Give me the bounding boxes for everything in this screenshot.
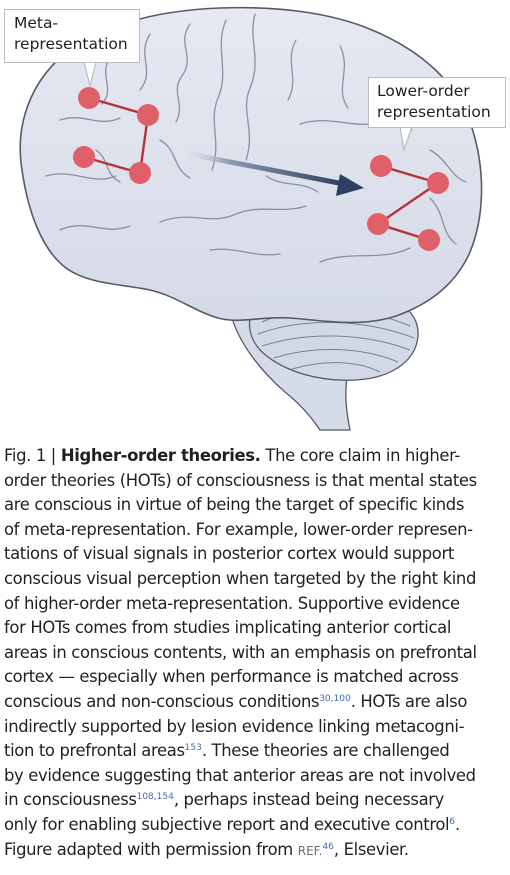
caption-line: are conscious in virtue of being the tar… — [4, 495, 465, 515]
caption-line: of meta-representation. For example, low… — [4, 519, 473, 539]
lower-order-representation-label: Lower-order representation — [368, 77, 506, 128]
caption-line: conscious visual perception when targete… — [4, 568, 477, 588]
meta-node — [78, 87, 100, 109]
brain-diagram — [19, 6, 483, 431]
figure-number: Fig. 1 | — [4, 446, 61, 465]
lower-node — [367, 213, 389, 235]
caption-line: areas in conscious contents, with an emp… — [4, 642, 477, 662]
lower-label-line-2: representation — [377, 103, 491, 121]
figure-caption: Fig. 1 | Higher-order theories. The core… — [4, 444, 506, 863]
lower-node — [427, 172, 449, 194]
meta-representation-network — [73, 87, 159, 184]
caption-line: conscious and non-conscious conditions30… — [4, 691, 468, 711]
citation-link[interactable]: 153 — [184, 743, 202, 754]
citation-link[interactable]: 46 — [322, 841, 334, 852]
caption-line: for HOTs comes from studies implicating … — [4, 618, 452, 638]
citation-link[interactable]: 30,100 — [319, 693, 351, 704]
caption-line: order theories (HOTs) of consciousness i… — [4, 470, 477, 490]
caption-line: of higher-order meta-representation. Sup… — [4, 593, 460, 613]
brain-sulci — [45, 13, 467, 263]
caption-line: indirectly supported by lesion evidence … — [4, 716, 465, 736]
caption-line: by evidence suggesting that anterior are… — [4, 765, 476, 785]
caption-line: tion to prefrontal areas153. These theor… — [4, 741, 450, 761]
caption-line: Figure adapted with permission from REF.… — [4, 839, 409, 859]
caption-line: only for enabling subjective report and … — [4, 814, 460, 834]
lower-order-network — [367, 155, 449, 251]
meta-node — [73, 146, 95, 168]
ref-label: REF. — [297, 843, 323, 858]
meta-representation-label: Meta- representation — [4, 9, 140, 63]
citation-link[interactable]: 108,154 — [136, 792, 174, 803]
meta-label-line-2: representation — [14, 35, 128, 53]
meta-node — [137, 104, 159, 126]
caption-line: Fig. 1 | Higher-order theories. The core… — [4, 446, 460, 465]
caption-line: in consciousness108,154, perhaps instead… — [4, 790, 445, 810]
projection-arrow — [167, 147, 364, 196]
caption-title: Higher-order theories. — [60, 446, 261, 465]
citation-link[interactable]: 6 — [449, 816, 455, 827]
lower-label-line-1: Lower-order — [377, 82, 470, 100]
meta-node — [129, 162, 151, 184]
caption-line: tations of visual signals in posterior c… — [4, 544, 454, 564]
meta-label-line-1: Meta- — [14, 14, 59, 32]
lower-node — [370, 155, 392, 177]
caption-line: cortex — especially when performance is … — [4, 667, 459, 687]
lower-node — [418, 229, 440, 251]
